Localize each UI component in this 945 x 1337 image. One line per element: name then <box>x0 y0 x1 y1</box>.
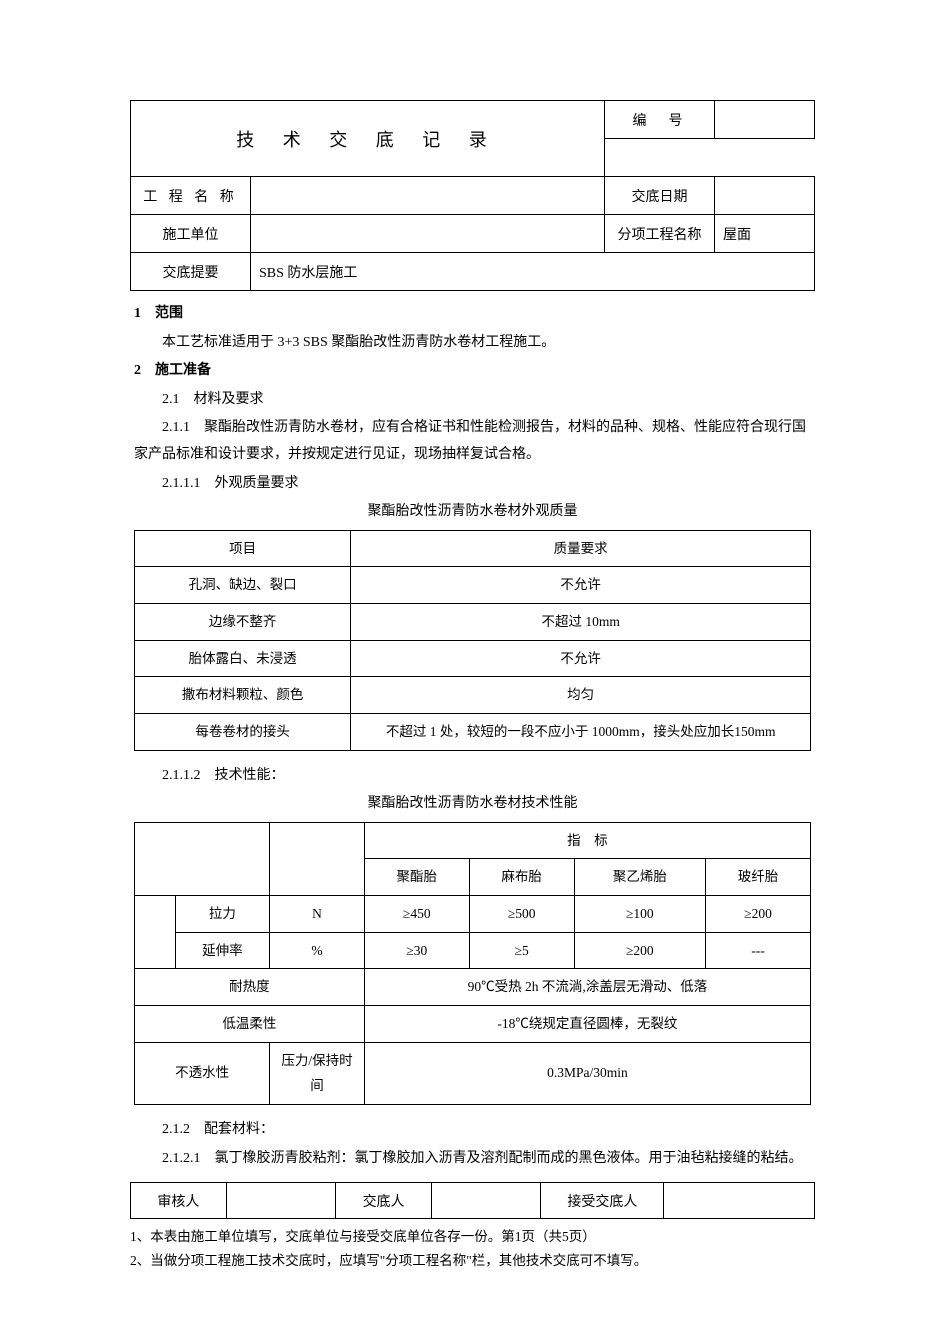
footer-notes: 1、本表由施工单位填写，交底单位与接受交底单位各存一份。第1页（共5页） 2、当… <box>130 1225 815 1274</box>
number-label: 编 号 <box>605 101 715 139</box>
performance-table: 指 标 聚酯胎 麻布胎 聚乙烯胎 玻纤胎 拉力 N ≥450 ≥500 ≥100… <box>134 822 811 1105</box>
t2-r3v: 90℃受热 2h 不流淌,涂盖层无滑动、低落 <box>364 969 810 1006</box>
date-value <box>715 177 815 215</box>
t2-r5u: 压力/保持时间 <box>270 1042 365 1104</box>
sub-label: 分项工程名称 <box>605 215 715 253</box>
t1-r5c1: 每卷卷材的接头 <box>135 713 351 750</box>
t2-r1l: 拉力 <box>175 896 270 933</box>
t2-r5v: 0.3MPa/30min <box>364 1042 810 1104</box>
section-2-1: 2.1 材料及要求 <box>134 387 811 414</box>
t1-r4c2: 均匀 <box>351 677 811 714</box>
date-label: 交底日期 <box>605 177 715 215</box>
section-2-1-1-1: 2.1.1.1 外观质量要求 <box>134 471 811 498</box>
reviewer-label: 审核人 <box>131 1183 227 1219</box>
t1-r4c1: 撒布材料颗粒、颜色 <box>135 677 351 714</box>
t2-r4v: -18℃绕规定直径圆棒，无裂纹 <box>364 1005 810 1042</box>
summary-label: 交底提要 <box>131 253 251 291</box>
t2-r2v1: ≥30 <box>364 932 469 969</box>
t2-leftblank <box>135 896 176 969</box>
section-2-1-2: 2.1.2 配套材料： <box>134 1117 811 1144</box>
t1-r1c1: 孔洞、缺边、裂口 <box>135 567 351 604</box>
unit-label: 施工单位 <box>131 215 251 253</box>
t1-h2: 质量要求 <box>351 530 811 567</box>
reviewer-value <box>226 1183 335 1219</box>
disclose-value <box>431 1183 540 1219</box>
spacer <box>605 139 815 177</box>
header-table: 技 术 交 底 记 录 编 号 工 程 名 称 交底日期 施工单位 分项工程名称… <box>130 100 815 291</box>
section-1-title: 1 范围 <box>134 301 811 328</box>
section-2-1-1-2: 2.1.1.2 技术性能： <box>134 763 811 790</box>
t2-hc3: 聚乙烯胎 <box>574 859 705 896</box>
t2-blank2 <box>270 822 365 895</box>
t2-r1v1: ≥450 <box>364 896 469 933</box>
content-body: 1 范围 本工艺标准适用于 3+3 SBS 聚酯胎改性沥青防水卷材工程施工。 2… <box>130 291 815 1182</box>
table1-caption: 聚酯胎改性沥青防水卷材外观质量 <box>134 499 811 526</box>
summary-value: SBS 防水层施工 <box>251 253 815 291</box>
project-name-label: 工 程 名 称 <box>131 177 251 215</box>
footer-table: 审核人 交底人 接受交底人 <box>130 1182 815 1219</box>
receiver-label: 接受交底人 <box>541 1183 664 1219</box>
t1-r2c2: 不超过 10mm <box>351 604 811 641</box>
section-2-1-1: 2.1.1 聚酯胎改性沥青防水卷材，应有合格证书和性能检测报告，材料的品种、规格… <box>134 415 811 468</box>
section-1-p1: 本工艺标准适用于 3+3 SBS 聚酯胎改性沥青防水卷材工程施工。 <box>134 330 811 357</box>
t2-index: 指 标 <box>364 822 810 859</box>
t1-r2c1: 边缘不整齐 <box>135 604 351 641</box>
t2-r5l: 不透水性 <box>135 1042 270 1104</box>
t2-r2l: 延伸率 <box>175 932 270 969</box>
receiver-value <box>664 1183 815 1219</box>
form-title: 技 术 交 底 记 录 <box>131 101 605 177</box>
t2-r1v4: ≥200 <box>706 896 811 933</box>
section-2-title: 2 施工准备 <box>134 358 811 385</box>
t1-h1: 项目 <box>135 530 351 567</box>
t2-r2u: % <box>270 932 365 969</box>
t1-r1c2: 不允许 <box>351 567 811 604</box>
t2-r3l: 耐热度 <box>135 969 365 1006</box>
sub-value: 屋面 <box>715 215 815 253</box>
t2-r2v4: --- <box>706 932 811 969</box>
t2-r1v2: ≥500 <box>469 896 574 933</box>
t2-hc2: 麻布胎 <box>469 859 574 896</box>
note-2: 2、当做分项工程施工技术交底时，应填写"分项工程名称"栏，其他技术交底可不填写。 <box>130 1249 815 1273</box>
note-1: 1、本表由施工单位填写，交底单位与接受交底单位各存一份。第1页（共5页） <box>130 1225 815 1249</box>
t2-hc4: 玻纤胎 <box>706 859 811 896</box>
t1-r5c2: 不超过 1 处，较短的一段不应小于 1000mm，接头处应加长150mm <box>351 713 811 750</box>
t2-r1u: N <box>270 896 365 933</box>
unit-value <box>251 215 605 253</box>
table2-caption: 聚酯胎改性沥青防水卷材技术性能 <box>134 791 811 818</box>
section-2-1-2-1: 2.1.2.1 氯丁橡胶沥青胶粘剂：氯丁橡胶加入沥青及溶剂配制而成的黑色液体。用… <box>134 1146 811 1173</box>
quality-table: 项目 质量要求 孔洞、缺边、裂口不允许 边缘不整齐不超过 10mm 胎体露白、未… <box>134 530 811 751</box>
disclose-label: 交底人 <box>336 1183 432 1219</box>
t2-hc1: 聚酯胎 <box>364 859 469 896</box>
t1-r3c2: 不允许 <box>351 640 811 677</box>
t2-r2v3: ≥200 <box>574 932 705 969</box>
project-name-value <box>251 177 605 215</box>
t2-r4l: 低温柔性 <box>135 1005 365 1042</box>
number-value <box>715 101 815 139</box>
t2-blank1 <box>135 822 270 895</box>
t2-r2v2: ≥5 <box>469 932 574 969</box>
t1-r3c1: 胎体露白、未浸透 <box>135 640 351 677</box>
t2-r1v3: ≥100 <box>574 896 705 933</box>
